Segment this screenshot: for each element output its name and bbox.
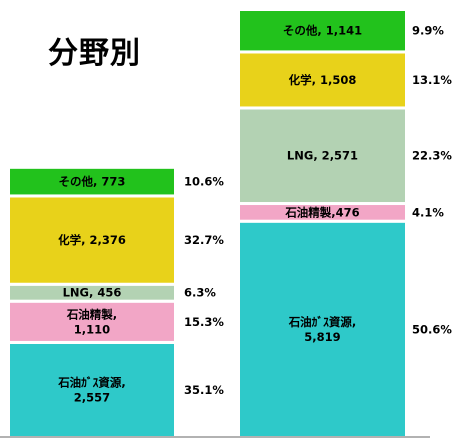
bar-segment-2-1 [240,222,405,436]
percent-label-1-2: 15.3% [184,315,224,329]
segment-label-1-2: 石油精製, 1,110 [66,307,117,336]
segment-separator [10,282,174,286]
segment-label-1-1: 石油ｶﾞｽ資源, 2,557 [57,375,126,404]
segment-label-2-3: LNG, 2,571 [287,149,358,163]
percent-label-2-1: 50.6% [412,322,452,336]
segment-label-1-5: その他, 773 [59,175,126,189]
percent-label-1-5: 10.6% [184,175,224,189]
segment-separator [240,219,405,223]
percent-label-2-5: 9.9% [412,24,444,38]
segment-separator [10,299,174,303]
segment-label-2-2: 石油精製,476 [284,205,359,219]
bar-segment-1-2 [10,302,174,341]
bar-segment-1-1 [10,343,174,436]
segment-separator [240,106,405,110]
segment-separator [240,202,405,206]
segment-label-1-3: LNG, 456 [63,286,122,300]
segment-label-2-5: その他, 1,141 [283,24,362,38]
segment-separator [10,194,174,198]
percent-label-2-4: 13.1% [412,73,452,87]
bar-segment-1-5 [10,168,174,195]
bar-segment-2-2 [240,205,405,220]
bar-segment-2-4 [240,53,405,107]
segment-label-1-4: 化学, 2,376 [58,233,126,247]
bar-segment-2-3 [240,109,405,203]
percent-label-2-2: 4.1% [412,205,444,219]
segment-separator [10,340,174,344]
chart-title: 分野別 [48,36,141,71]
segment-separator [240,8,405,11]
bar-segment-2-5 [240,11,405,51]
segment-separator [10,165,174,169]
percent-label-2-3: 22.3% [412,149,452,163]
percent-label-1-1: 35.1% [184,383,224,397]
segment-label-2-1: 石油ｶﾞｽ資源, 5,819 [288,315,357,344]
segment-separator [240,50,405,54]
bar-segment-1-4 [10,197,174,283]
bar-segment-1-3 [10,285,174,300]
percent-label-1-4: 32.7% [184,233,224,247]
segment-label-2-4: 化学, 1,508 [289,73,357,87]
percent-label-1-3: 6.3% [184,286,216,300]
